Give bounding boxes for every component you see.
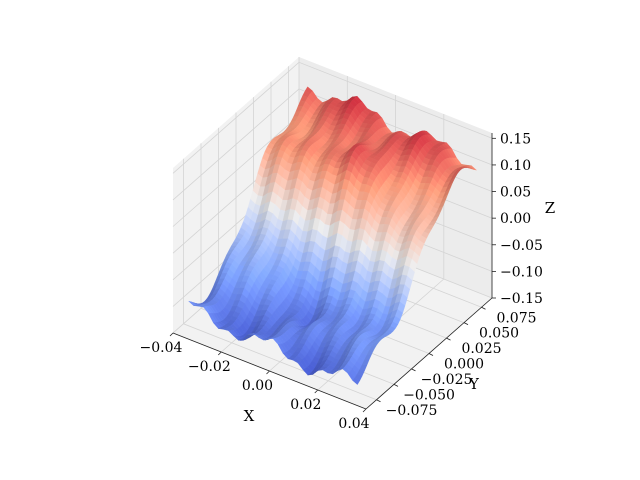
y-tick-mark (376, 399, 381, 403)
surface-mesh (187, 86, 478, 385)
x-tick-label: −0.02 (188, 359, 231, 375)
y-tick-label: 0.025 (461, 341, 501, 357)
y-tick-mark (481, 306, 486, 310)
z-tick-label: 0.05 (500, 185, 531, 201)
x-tick-label: −0.04 (140, 340, 183, 356)
z-axis-label: Z (545, 199, 555, 217)
axis-ticks: −0.04 −0.02 0.00 0.02 0.04 −0.075−0.050−0.025… (140, 131, 543, 432)
x-tick-label: 0.02 (290, 397, 321, 413)
x-tick-mark (314, 389, 319, 394)
y-tick-label: −0.075 (386, 403, 438, 419)
x-tick-mark (266, 370, 270, 375)
y-tick-label: −0.050 (403, 387, 455, 403)
y-tick-label: −0.025 (421, 372, 473, 388)
y-tick-mark (393, 383, 399, 387)
z-tick-label: −0.05 (500, 238, 543, 254)
y-axis-label: Y (468, 375, 480, 393)
x-tick-label: 0.00 (242, 378, 273, 394)
x-tick-mark (169, 332, 174, 337)
y-tick-label: 0.050 (479, 326, 519, 342)
surface-patch (352, 377, 361, 385)
z-grid-line (172, 61, 493, 174)
y-tick-label: 0.075 (496, 310, 536, 326)
z-tick-label: 0.15 (500, 131, 531, 147)
y-tick-mark (463, 322, 469, 326)
y-tick-mark (446, 337, 451, 341)
y-tick-mark (428, 353, 434, 356)
x-tick-label: 0.04 (338, 416, 369, 432)
x-tick-mark (362, 408, 367, 413)
y-tick-mark (411, 368, 416, 372)
z-tick-label: −0.15 (500, 291, 543, 307)
z-tick-label: 0.10 (500, 158, 531, 174)
x-tick-mark (217, 351, 222, 356)
y-tick-label: 0.000 (444, 357, 484, 373)
x-axis-label: X (244, 407, 255, 425)
z-tick-label: 0.00 (500, 211, 531, 227)
z-tick-label: −0.10 (500, 264, 543, 280)
